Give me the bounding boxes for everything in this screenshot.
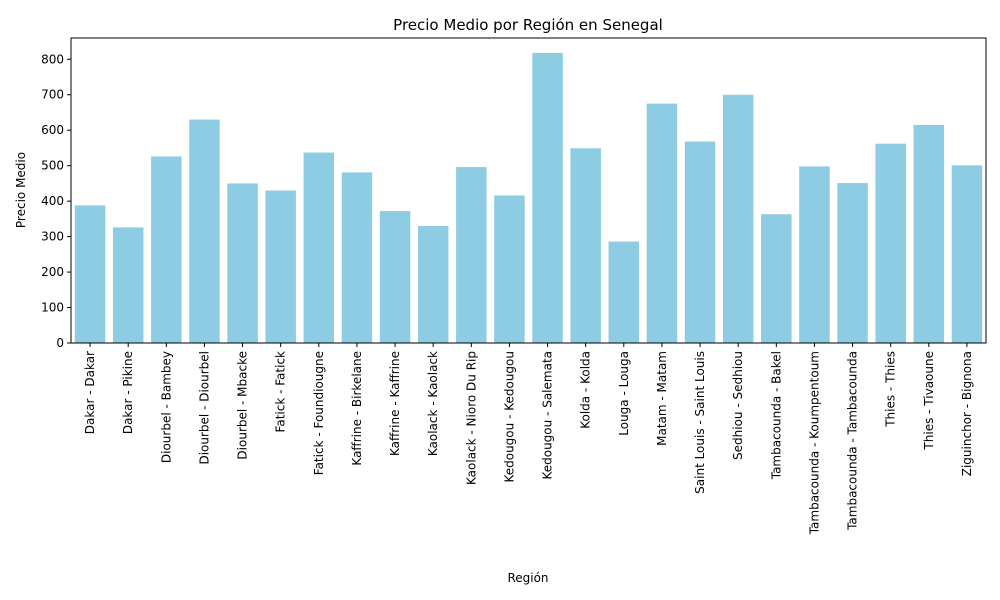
x-tick-label: Fatick - Fatick xyxy=(274,351,288,432)
bar-5 xyxy=(265,190,296,343)
y-tick-label: 200 xyxy=(41,265,64,279)
y-tick-label: 100 xyxy=(41,301,64,315)
x-tick-label: Dakar - Pikine xyxy=(121,351,135,434)
x-axis: Dakar - Dakar Dakar - Pikine Diourbel - Ba… xyxy=(83,343,974,535)
bar-14 xyxy=(608,241,640,343)
x-tick-label: Diourbel - Bambey xyxy=(159,351,173,463)
bar-15 xyxy=(646,103,678,343)
bar-2 xyxy=(151,156,182,343)
bar-11 xyxy=(494,195,525,343)
bars-group xyxy=(74,52,983,344)
y-tick-label: 800 xyxy=(41,52,64,66)
bar-1 xyxy=(112,227,144,343)
x-tick-label: Kaolack - Kaolack xyxy=(426,351,440,456)
bar-9 xyxy=(417,225,449,343)
bar-21 xyxy=(875,143,906,343)
bar-16 xyxy=(684,141,716,343)
x-tick-label: Tambacounda - Koumpentoum xyxy=(807,351,821,535)
bar-4 xyxy=(227,183,258,343)
x-tick-label: Kolda - Kolda xyxy=(579,351,593,429)
bar-22 xyxy=(913,124,945,343)
x-tick-label: Diourbel - Diourbel xyxy=(197,351,211,465)
bar-18 xyxy=(761,214,792,343)
x-tick-label: Fatick - Foundiougne xyxy=(312,351,326,475)
y-tick-label: 700 xyxy=(41,88,64,102)
x-tick-label: Diourbel - Mbacke xyxy=(236,351,250,460)
x-tick-label: Matam - Matam xyxy=(655,351,669,446)
x-tick-label: Louga - Louga xyxy=(617,351,631,436)
bar-7 xyxy=(341,172,373,343)
x-tick-label: Tambacounda - Tambacounda xyxy=(846,351,860,531)
x-tick-label: Thies - Tivaoune xyxy=(922,351,936,451)
x-tick-label: Kedougou - Salemata xyxy=(541,351,555,480)
x-tick-label: Kaolack - Nioro Du Rip xyxy=(464,351,478,485)
x-axis-title: Región xyxy=(507,571,548,585)
bar-13 xyxy=(570,148,601,343)
x-tick-label: Ziguinchor - Bignona xyxy=(960,351,974,476)
y-tick-label: 400 xyxy=(41,194,64,208)
y-axis-title: Precio Medio xyxy=(14,152,28,228)
y-axis: 0 100 200 300 400 500 600 700 800 xyxy=(41,52,71,350)
x-tick-label: Kaffrine - Kaffrine xyxy=(388,351,402,456)
bar-8 xyxy=(379,211,411,343)
x-tick-label: Sedhiou - Sedhiou xyxy=(731,351,745,460)
y-tick-label: 0 xyxy=(56,336,64,350)
bar-17 xyxy=(722,94,754,344)
x-tick-label: Kaffrine - Birkelane xyxy=(350,351,364,466)
plot-frame xyxy=(70,37,987,344)
y-tick-label: 500 xyxy=(41,159,64,173)
chart-title: Precio Medio por Región en Senegal xyxy=(393,16,663,34)
bar-20 xyxy=(837,183,868,343)
x-tick-label: Saint Louis - Saint Louis xyxy=(693,351,707,494)
x-tick-label: Thies - Thies xyxy=(884,351,898,428)
x-tick-label: Kedougou - Kedougou xyxy=(502,351,516,483)
bar-12 xyxy=(532,52,563,344)
bar-6 xyxy=(303,152,335,343)
y-tick-label: 300 xyxy=(41,230,64,244)
y-tick-label: 600 xyxy=(41,123,64,137)
bar-3 xyxy=(189,119,220,343)
bar-19 xyxy=(799,166,830,343)
bar-0 xyxy=(74,205,106,343)
bar-10 xyxy=(456,167,487,343)
x-tick-label: Dakar - Dakar xyxy=(83,351,97,434)
bar-23 xyxy=(951,165,983,343)
x-tick-label: Tambacounda - Bakel xyxy=(769,351,783,480)
